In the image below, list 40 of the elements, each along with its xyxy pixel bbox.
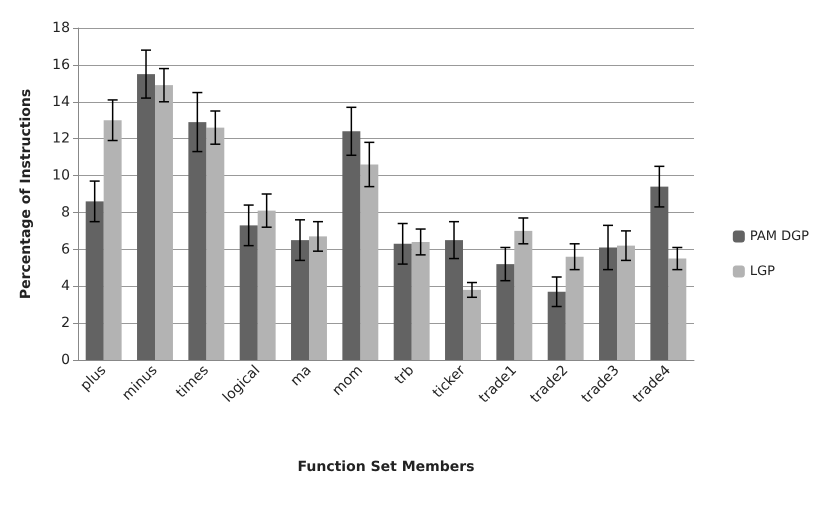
legend-label: LGP	[750, 264, 776, 279]
bar	[394, 244, 412, 360]
y-tick-label: 16	[52, 56, 70, 73]
legend-label: PAM DGP	[750, 229, 810, 244]
bar	[360, 164, 378, 360]
y-tick-label: 6	[61, 241, 70, 258]
bar	[188, 122, 206, 360]
bar	[599, 247, 617, 360]
bar	[514, 230, 532, 360]
bar	[445, 240, 463, 360]
bar	[206, 128, 224, 360]
y-tick-label: 12	[52, 130, 70, 147]
y-tick-label: 8	[61, 204, 70, 220]
y-tick-label: 4	[61, 278, 70, 294]
bar	[496, 264, 514, 360]
bar	[566, 256, 584, 360]
bar	[155, 85, 173, 360]
bar	[650, 186, 668, 360]
y-tick-label: 14	[52, 94, 70, 110]
y-tick-label: 0	[61, 352, 70, 368]
bar	[342, 131, 360, 360]
bar	[104, 120, 122, 360]
bar	[412, 242, 430, 360]
bar	[548, 292, 566, 360]
bar	[617, 246, 635, 360]
bar	[463, 290, 481, 360]
bar	[86, 201, 104, 360]
y-tick-label: 2	[61, 315, 70, 332]
bar	[291, 240, 309, 360]
y-axis-title: Percentage of Instructions	[18, 88, 34, 300]
bar	[240, 225, 258, 360]
x-tick-label: ma	[288, 362, 315, 390]
bar	[309, 236, 327, 360]
x-tick-label: trb	[392, 362, 418, 388]
bar	[258, 210, 276, 360]
bar	[668, 258, 686, 360]
y-tick-label: 18	[52, 20, 70, 36]
y-tick-label: 10	[52, 168, 70, 184]
bar	[137, 74, 155, 360]
x-axis-title: Function Set Members	[298, 459, 474, 475]
